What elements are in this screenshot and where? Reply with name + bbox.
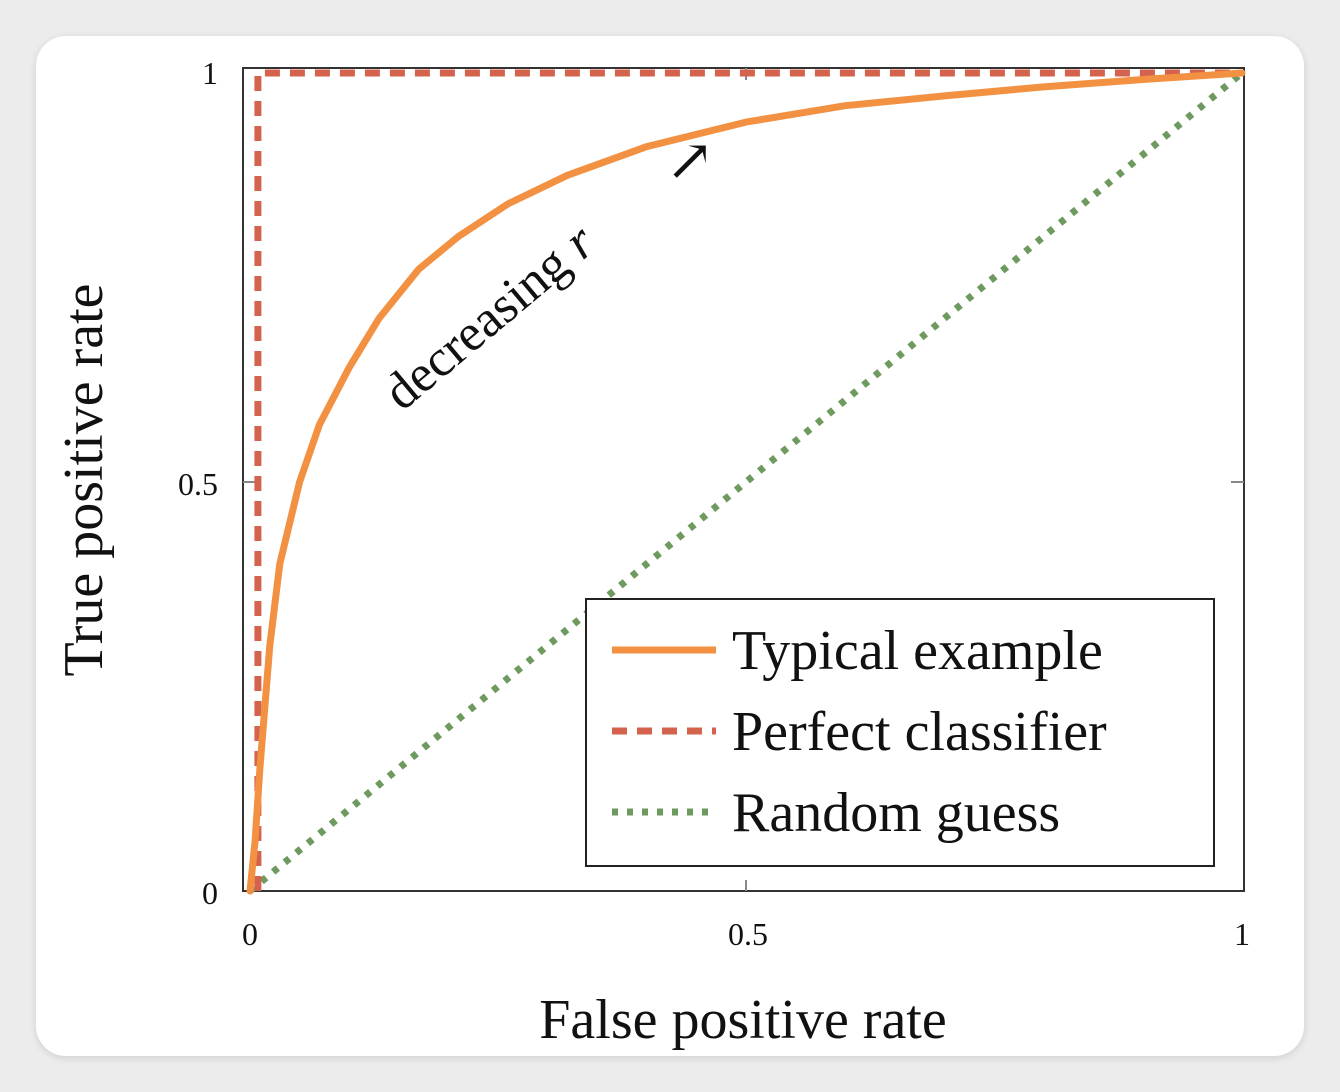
legend-label-typical: Typical example: [732, 620, 1103, 682]
y-axis-label: True positive rate: [53, 284, 115, 677]
legend: Typical example Perfect classifier Rando…: [585, 598, 1215, 867]
series-line-random-guess: [247, 70, 1245, 894]
series-layer: [246, 69, 1246, 895]
legend-box: [585, 598, 1215, 867]
legend-label-perfect: Perfect classifier: [732, 701, 1107, 763]
x-tick-label-0: 0: [242, 916, 258, 952]
y-tick-label-1: 0.5: [178, 466, 218, 502]
annotation-arrow: ↗: [666, 128, 715, 193]
legend-label-random: Random guess: [732, 782, 1060, 844]
series-line-typical-example: [246, 69, 1246, 895]
x-axis-label: False positive rate: [539, 989, 946, 1051]
x-tick-label-2: 1: [1234, 916, 1250, 952]
x-tick-label-1: 0.5: [728, 916, 768, 952]
y-tick-label-2: 1: [202, 55, 218, 91]
y-tick-label-0: 0: [202, 875, 218, 911]
